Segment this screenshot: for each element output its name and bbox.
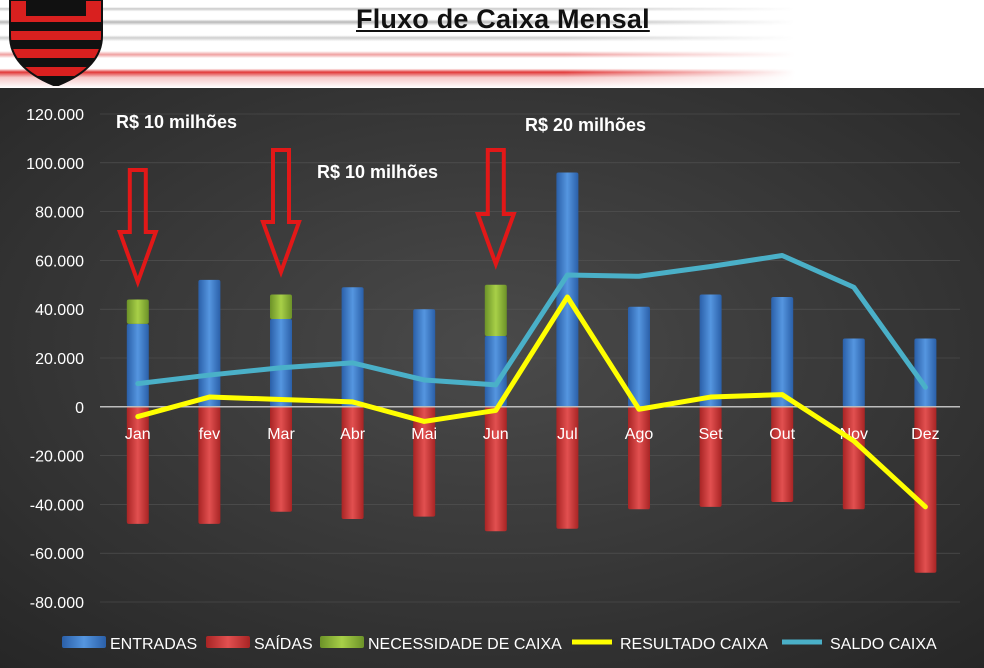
x-tick-label: Out — [769, 426, 795, 443]
down-arrow-icon — [260, 148, 302, 278]
line-saldo-caixa — [135, 253, 928, 390]
chart-legend: ENTRADAS SAÍDAS NECESSIDADE DE CAIXA RESULT… — [62, 634, 937, 653]
bar-necessidade — [270, 294, 292, 319]
bar-saidas — [699, 406, 722, 507]
y-tick-label: 80.000 — [35, 205, 84, 222]
x-tick-label: Dez — [911, 426, 939, 443]
x-tick-label: Abr — [340, 426, 366, 443]
bar-saidas — [628, 406, 650, 510]
y-tick-label: -80.000 — [30, 595, 84, 612]
header-banner — [0, 0, 984, 88]
bar-entradas — [556, 172, 579, 407]
page-title: Fluxo de Caixa Mensal — [356, 4, 650, 34]
bar-saidas — [771, 406, 794, 502]
bar-necessidade — [484, 284, 507, 337]
legend-label: SALDO CAIXA — [830, 636, 937, 653]
bar-entradas — [628, 306, 650, 407]
legend-label: NECESSIDADE DE CAIXA — [368, 636, 562, 653]
bar-entradas — [413, 309, 436, 407]
legend-label: RESULTADO CAIXA — [620, 636, 768, 653]
x-tick-label: fev — [199, 426, 220, 443]
x-tick-label: Mar — [267, 426, 295, 443]
bar-saidas — [484, 406, 507, 532]
y-tick-label: 60.000 — [35, 253, 84, 270]
club-shield-logo — [9, 0, 103, 86]
legend-label: SAÍDAS — [254, 634, 313, 653]
bar-saidas — [198, 406, 221, 524]
x-tick-label: Mai — [411, 426, 437, 443]
bar-saidas — [341, 406, 364, 520]
y-tick-label: 120.000 — [26, 107, 84, 124]
annotation-jun: R$ 20 milhões — [525, 115, 646, 135]
bar-saidas — [126, 406, 149, 524]
bar-entradas — [842, 338, 865, 407]
legend-swatch — [320, 636, 364, 648]
bar-entradas — [126, 323, 149, 407]
x-tick-label: Jul — [557, 426, 577, 443]
cash-flow-chart: 120.000 100.000 80.000 60.000 40.000 20.000 0 -… — [0, 88, 984, 668]
bar-entradas — [341, 287, 364, 407]
y-tick-label: 100.000 — [26, 156, 84, 173]
x-tick-label: Jan — [125, 426, 151, 443]
y-tick-label: -60.000 — [30, 546, 84, 563]
bar-entradas — [699, 294, 722, 407]
annotation-mar: R$ 10 milhões — [317, 162, 438, 182]
bar-entradas — [771, 297, 794, 407]
bar-saidas — [556, 406, 579, 529]
x-tick-label: Jun — [483, 426, 509, 443]
bar-saidas — [842, 406, 865, 510]
y-tick-label: 20.000 — [35, 351, 84, 368]
down-arrow-icon — [474, 148, 517, 270]
legend-swatch — [62, 636, 106, 648]
bar-entradas — [914, 338, 937, 407]
bar-saidas — [914, 406, 937, 573]
x-tick-label: Ago — [625, 426, 654, 443]
header-fade — [564, 0, 984, 88]
bar-saidas — [413, 406, 436, 517]
y-tick-label: 0 — [75, 400, 84, 417]
y-tick-label: -40.000 — [30, 497, 84, 514]
y-tick-label: -20.000 — [30, 449, 84, 466]
bar-entradas — [198, 279, 221, 407]
annotation-jan: R$ 10 milhões — [116, 112, 237, 132]
y-tick-label: 40.000 — [35, 302, 84, 319]
bar-saidas — [270, 406, 292, 512]
bar-entradas — [484, 336, 507, 407]
bar-necessidade — [126, 299, 149, 324]
down-arrow-icon — [116, 168, 159, 288]
legend-label: ENTRADAS — [110, 636, 197, 653]
line-resultado-caixa — [135, 294, 928, 510]
bar-entradas — [270, 318, 292, 407]
legend-swatch — [206, 636, 250, 648]
x-tick-label: Set — [699, 426, 724, 443]
